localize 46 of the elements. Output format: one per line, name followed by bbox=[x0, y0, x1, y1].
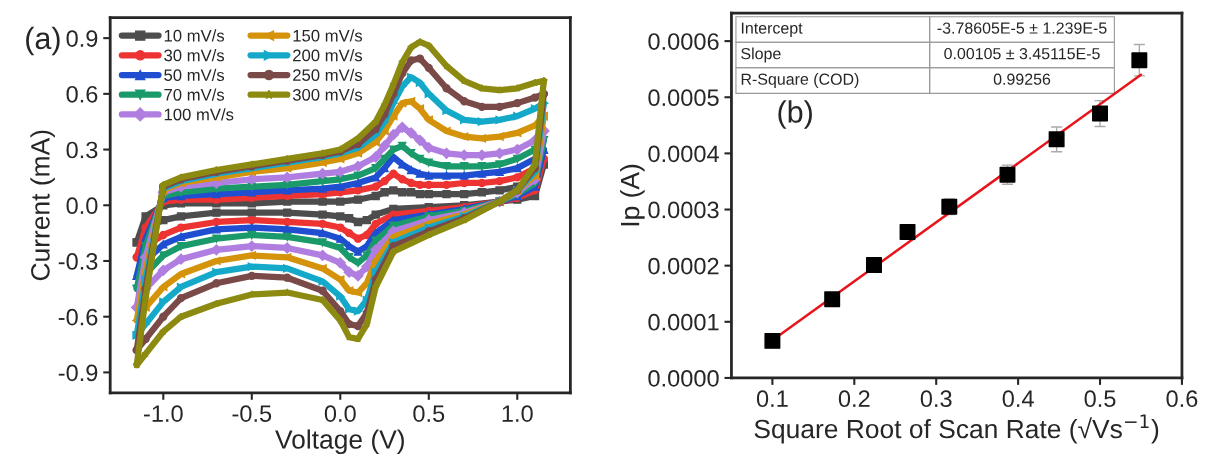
y-tick-label: 0.6 bbox=[66, 85, 98, 103]
y-tick-label: 0.0000 bbox=[648, 369, 719, 387]
annotation: -3.78605E-5 ± 1.239E-5 bbox=[937, 22, 1107, 34]
annotation: (b) bbox=[778, 100, 812, 129]
y-axis-title: Current (mA) bbox=[30, 130, 55, 281]
legend-label: 300 mV/s bbox=[292, 88, 363, 101]
y-tick-label: 0.0 bbox=[66, 197, 98, 215]
y-tick-label: 0.0006 bbox=[648, 33, 719, 50]
annotation: R-Square (COD) bbox=[741, 73, 859, 88]
legend-label: 100 mV/s bbox=[164, 108, 234, 121]
legend-label: 30 mV/s bbox=[164, 49, 225, 62]
y-tick-label: -0.9 bbox=[58, 364, 98, 382]
y-tick-label: 0.0001 bbox=[648, 313, 719, 331]
legend-label: 250 mV/s bbox=[293, 68, 363, 82]
x-tick-label: 0.6 bbox=[1166, 390, 1198, 408]
x-tick-label: 0.5 bbox=[1084, 390, 1116, 408]
y-tick-label: 0.0005 bbox=[648, 89, 719, 107]
y-tick-label: 0.9 bbox=[66, 30, 98, 47]
x-axis-title: Voltage (V) bbox=[275, 429, 404, 455]
x-tick-label: 0.5 bbox=[413, 405, 445, 422]
legend-label: 200 mV/s bbox=[293, 49, 363, 62]
y-axis-title: Ip (A) bbox=[620, 164, 645, 226]
x-tick-label: 0.4 bbox=[1002, 390, 1034, 408]
annotation: Slope bbox=[741, 47, 781, 63]
text: (a) bbox=[26, 26, 60, 56]
annotation: Intercept bbox=[741, 22, 803, 37]
x-tick-label: 0.2 bbox=[838, 390, 870, 408]
annotation: 0.99256 bbox=[993, 73, 1051, 85]
x-tick-label: -1.0 bbox=[144, 405, 183, 422]
legend-label: 50 mV/s bbox=[164, 68, 225, 82]
y-tick-label: 0.0003 bbox=[648, 201, 719, 219]
x-tick-label: 0.3 bbox=[920, 390, 952, 408]
x-tick-label: 1.0 bbox=[502, 405, 533, 422]
y-tick-label: -0.6 bbox=[58, 308, 98, 326]
y-tick-label: 0.3 bbox=[66, 141, 98, 159]
x-tick-label: 0.1 bbox=[756, 390, 788, 408]
legend-label: 150 mV/s bbox=[293, 29, 363, 42]
y-tick-label: 0.0002 bbox=[648, 257, 719, 275]
legend-label: 10 mV/s bbox=[164, 29, 225, 42]
x-tick-label: 0.0 bbox=[324, 405, 356, 422]
annotation: 0.00105 ± 3.45115E-5 bbox=[944, 47, 1100, 60]
x-tick-label: -0.5 bbox=[232, 405, 272, 422]
legend-label: 70 mV/s bbox=[164, 88, 225, 101]
y-tick-label: -0.3 bbox=[58, 253, 98, 270]
y-tick-label: 0.0004 bbox=[648, 145, 719, 163]
x-axis-title: Square Root of Scan Rate (√Vs$^{−1}$) bbox=[754, 414, 1159, 444]
